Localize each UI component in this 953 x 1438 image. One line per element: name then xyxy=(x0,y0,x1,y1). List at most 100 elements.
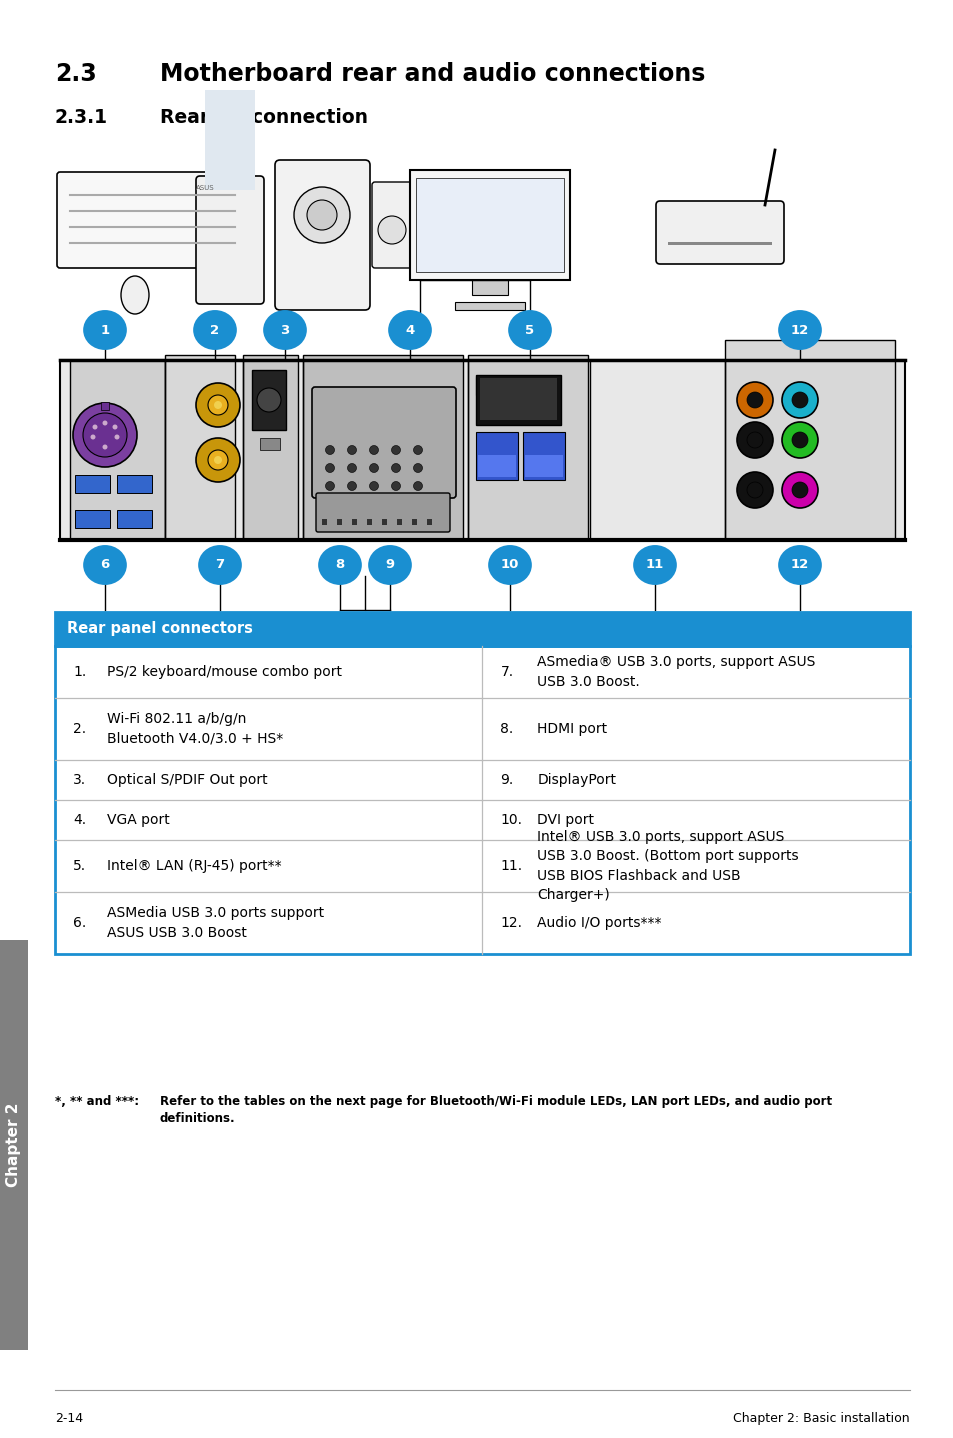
Text: 2.: 2. xyxy=(73,722,86,736)
Circle shape xyxy=(208,450,228,470)
Circle shape xyxy=(99,638,111,651)
Circle shape xyxy=(746,431,762,449)
Text: 4: 4 xyxy=(405,324,415,336)
Text: 10.: 10. xyxy=(500,812,522,827)
Circle shape xyxy=(102,420,108,426)
Bar xyxy=(205,91,254,190)
Bar xyxy=(322,519,327,525)
Circle shape xyxy=(325,446,335,454)
Circle shape xyxy=(413,482,422,490)
Bar xyxy=(336,519,341,525)
Ellipse shape xyxy=(508,311,551,349)
Bar xyxy=(70,360,165,541)
Circle shape xyxy=(391,482,400,490)
Circle shape xyxy=(112,424,117,430)
Text: Intel® LAN (RJ-45) port**: Intel® LAN (RJ-45) port** xyxy=(107,858,281,873)
Circle shape xyxy=(369,463,378,473)
Circle shape xyxy=(737,472,772,508)
Text: 7: 7 xyxy=(215,558,224,571)
Bar xyxy=(55,646,909,953)
Ellipse shape xyxy=(778,311,821,349)
Text: 9: 9 xyxy=(385,558,395,571)
Bar xyxy=(303,631,408,723)
Circle shape xyxy=(213,456,222,464)
FancyBboxPatch shape xyxy=(312,387,456,498)
Text: PS/2 keyboard/mouse combo port: PS/2 keyboard/mouse combo port xyxy=(107,664,341,679)
Bar xyxy=(470,743,525,751)
Text: Rear I/O connection: Rear I/O connection xyxy=(160,108,368,127)
Bar xyxy=(476,375,560,426)
Ellipse shape xyxy=(633,545,676,585)
Circle shape xyxy=(737,383,772,418)
FancyBboxPatch shape xyxy=(372,183,413,267)
Circle shape xyxy=(377,216,406,244)
FancyBboxPatch shape xyxy=(762,615,817,745)
Circle shape xyxy=(325,463,335,473)
Bar xyxy=(476,431,517,480)
Circle shape xyxy=(781,383,817,418)
Circle shape xyxy=(791,431,807,449)
Circle shape xyxy=(114,434,119,440)
Circle shape xyxy=(369,482,378,490)
Circle shape xyxy=(413,463,422,473)
FancyBboxPatch shape xyxy=(161,615,298,743)
Bar xyxy=(381,519,387,525)
Ellipse shape xyxy=(83,311,127,349)
Ellipse shape xyxy=(488,545,531,585)
Bar xyxy=(412,519,416,525)
Text: 10: 10 xyxy=(500,558,518,571)
Ellipse shape xyxy=(83,545,127,585)
Text: 2.3.1: 2.3.1 xyxy=(55,108,108,127)
Bar xyxy=(476,377,494,395)
Bar xyxy=(522,431,564,480)
FancyBboxPatch shape xyxy=(315,493,450,532)
Circle shape xyxy=(195,383,240,427)
FancyBboxPatch shape xyxy=(76,621,133,749)
Text: definitions.: definitions. xyxy=(160,1112,235,1125)
FancyBboxPatch shape xyxy=(656,201,783,265)
Bar xyxy=(479,378,557,420)
Circle shape xyxy=(746,482,762,498)
Text: 9.: 9. xyxy=(500,774,514,787)
Text: 2: 2 xyxy=(211,324,219,336)
Text: Chapter 2: Chapter 2 xyxy=(7,1103,22,1188)
Circle shape xyxy=(256,388,281,413)
Ellipse shape xyxy=(778,545,821,585)
Bar xyxy=(427,519,432,525)
Circle shape xyxy=(325,482,335,490)
Circle shape xyxy=(773,664,805,696)
Circle shape xyxy=(391,446,400,454)
Text: 3: 3 xyxy=(280,324,290,336)
Bar xyxy=(667,242,771,244)
Circle shape xyxy=(347,446,356,454)
Bar xyxy=(396,519,401,525)
Bar xyxy=(117,510,152,528)
FancyBboxPatch shape xyxy=(195,175,264,303)
Ellipse shape xyxy=(388,311,432,349)
Text: 7.: 7. xyxy=(500,664,513,679)
Text: 5.: 5. xyxy=(73,858,86,873)
Bar xyxy=(60,360,904,541)
Bar xyxy=(416,178,563,272)
FancyBboxPatch shape xyxy=(623,615,686,749)
Circle shape xyxy=(391,463,400,473)
Circle shape xyxy=(347,482,356,490)
Circle shape xyxy=(91,434,95,440)
Circle shape xyxy=(791,393,807,408)
Circle shape xyxy=(781,421,817,457)
Text: 8: 8 xyxy=(335,558,344,571)
Text: 12: 12 xyxy=(790,558,808,571)
Text: 4.: 4. xyxy=(73,812,86,827)
Text: *, ** and ***:: *, ** and ***: xyxy=(55,1094,139,1109)
Text: 2-14: 2-14 xyxy=(55,1412,83,1425)
Circle shape xyxy=(413,446,422,454)
Bar xyxy=(352,519,356,525)
Circle shape xyxy=(307,200,336,230)
Text: 6: 6 xyxy=(100,558,110,571)
Text: Rear panel connectors: Rear panel connectors xyxy=(67,621,253,637)
Text: Intel® USB 3.0 ports, support ASUS
USB 3.0 Boost. (Bottom port supports
USB BIOS: Intel® USB 3.0 ports, support ASUS USB 3… xyxy=(537,830,799,902)
Text: 12.: 12. xyxy=(500,916,522,930)
Circle shape xyxy=(347,463,356,473)
Bar xyxy=(477,454,516,477)
Text: Wi-Fi 802.11 a/b/g/n
Bluetooth V4.0/3.0 + HS*: Wi-Fi 802.11 a/b/g/n Bluetooth V4.0/3.0 … xyxy=(107,712,283,746)
